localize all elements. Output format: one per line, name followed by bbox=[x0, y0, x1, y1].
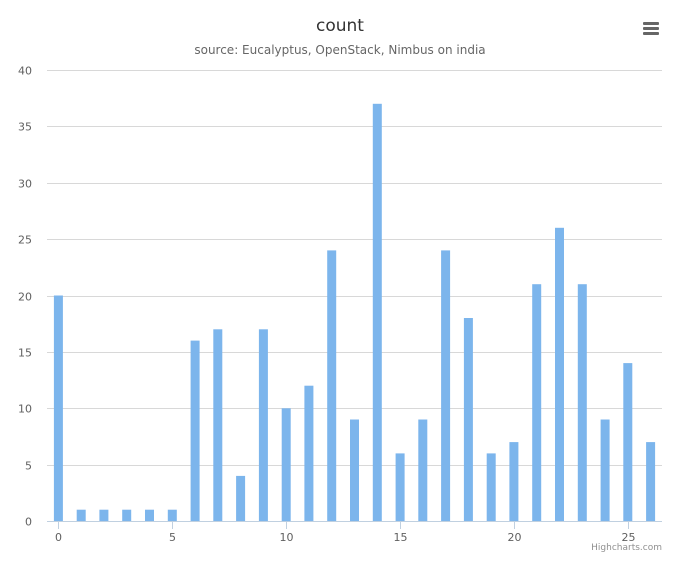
bar bbox=[327, 250, 337, 521]
x-tick-label: 10 bbox=[280, 531, 294, 544]
y-tick-label: 10 bbox=[18, 403, 32, 416]
chart-subtitle: source: Eucalyptus, OpenStack, Nimbus on… bbox=[194, 43, 486, 57]
x-tick-label: 0 bbox=[55, 531, 62, 544]
bar bbox=[486, 453, 496, 521]
bar bbox=[236, 475, 246, 521]
bar bbox=[53, 295, 63, 521]
bar bbox=[646, 442, 656, 521]
bar bbox=[532, 284, 542, 521]
bar bbox=[463, 318, 473, 521]
bar bbox=[555, 227, 564, 522]
chart-title: count bbox=[316, 16, 364, 36]
bar bbox=[76, 509, 86, 521]
bar bbox=[258, 329, 268, 521]
x-tick-label: 15 bbox=[394, 531, 408, 544]
y-tick-label: 25 bbox=[18, 234, 32, 247]
y-tick-label: 5 bbox=[25, 460, 32, 473]
x-tick-label: 5 bbox=[169, 531, 176, 544]
y-tick-label: 35 bbox=[18, 121, 32, 134]
bar bbox=[304, 385, 314, 521]
bar bbox=[441, 250, 451, 521]
bar bbox=[600, 419, 610, 521]
hamburger-menu-icon[interactable] bbox=[638, 18, 664, 40]
bar bbox=[418, 419, 428, 521]
y-tick-label: 15 bbox=[18, 347, 32, 360]
y-tick-label: 0 bbox=[25, 516, 32, 529]
x-tick-label: 20 bbox=[508, 531, 522, 544]
bar bbox=[350, 419, 359, 521]
bar bbox=[395, 453, 405, 521]
y-tick-label: 20 bbox=[18, 291, 32, 304]
bar bbox=[577, 284, 587, 521]
bar bbox=[190, 340, 200, 521]
bar bbox=[145, 509, 154, 521]
y-tick-label: 40 bbox=[18, 65, 32, 78]
bar bbox=[99, 509, 109, 521]
credits-link[interactable]: Highcharts.com bbox=[591, 543, 662, 553]
bar bbox=[122, 509, 132, 521]
bar bbox=[213, 329, 223, 521]
bar bbox=[372, 103, 382, 522]
bar bbox=[167, 509, 177, 521]
bar bbox=[509, 442, 519, 521]
bar bbox=[623, 363, 633, 521]
y-tick-label: 30 bbox=[18, 178, 32, 191]
bar bbox=[281, 408, 291, 522]
